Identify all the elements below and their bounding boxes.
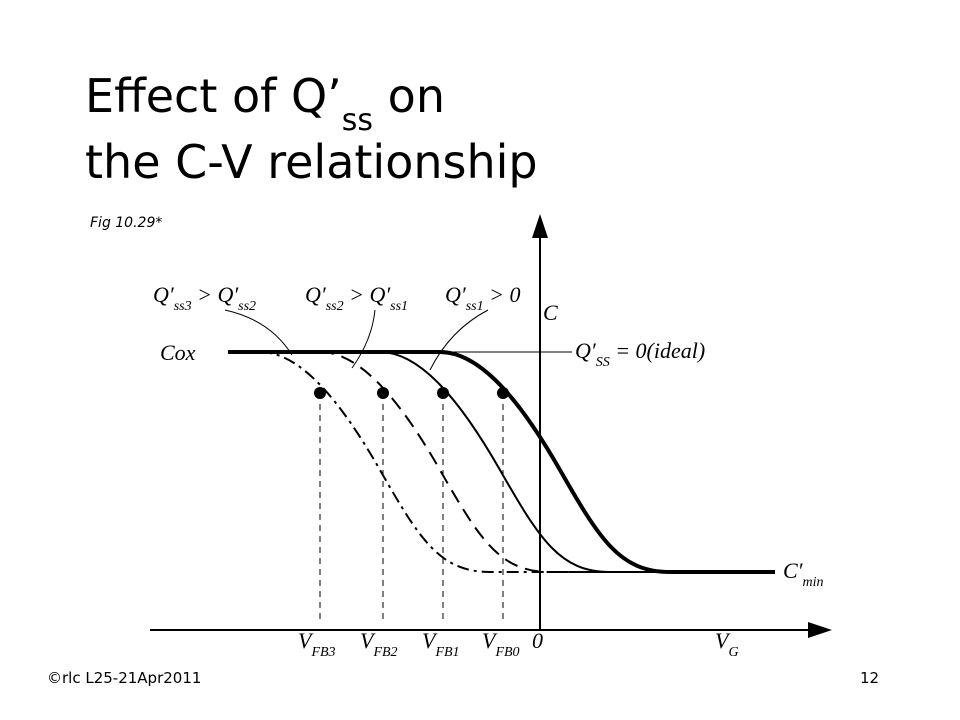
label-vfb1-run: V [422,628,438,653]
label-vg-axis-run: G [728,645,738,660]
page-number: 12 [860,669,879,687]
label-vfb0: VFB0 [482,628,520,660]
leader-q3 [224,309,293,356]
curve-q1 [379,351,700,573]
label-vg-axis-run: V [715,628,731,653]
leader-q2 [351,309,376,369]
label-vfb2-run: FB2 [372,645,397,660]
label-vfb2-run: V [360,628,376,653]
curve-q2 [319,351,650,573]
footer-left: ©rlc L25-21Apr2011 [47,669,201,687]
label-q3-run: ss2 [238,299,256,314]
label-q1-run: Q′ [445,282,467,307]
label-q3-run: > Q′ [192,282,240,307]
label-vfb1: VFB1 [422,628,460,660]
label-q1-run: ss1 [466,299,484,314]
label-ideal: Q′SS = 0(ideal) [575,338,705,370]
leader-q1 [429,309,489,371]
label-cmin-run: C′ [783,558,804,583]
label-q3-run: ss3 [174,299,192,314]
label-c-axis-run: C [543,300,558,325]
label-vfb3-run: FB3 [310,645,335,660]
label-ideal-run: SS [596,355,610,370]
label-zero-run: 0 [532,628,543,653]
label-q2-run: > Q′ [344,282,392,307]
arrow-right [808,622,832,638]
label-c-axis: C [543,300,558,325]
diagram-art [150,214,832,638]
title-line-1-run: Effect of Q’ [85,69,342,123]
title-line-2-run: the C-V relationship [85,135,538,189]
flatband-points [314,387,509,399]
label-q3: Q′ss3 > Q′ss2 [153,282,256,314]
label-ideal-run: Q′ [575,338,597,363]
label-q2-run: Q′ [305,282,327,307]
title-line-1: Effect of Q’ss on [85,69,445,138]
label-vg-axis: VG [715,628,739,660]
figure-ref: Fig 10.29* [90,215,162,231]
label-q2-run: ss2 [326,299,344,314]
label-vfb0-run: FB0 [494,645,519,660]
label-q3-run: Q′ [153,282,175,307]
label-vfb0-run: V [482,628,498,653]
title-line-2: the C-V relationship [85,135,538,189]
label-q2-run: ss1 [390,299,408,314]
label-cmin-run: min [803,575,824,590]
label-q2: Q′ss2 > Q′ss1 [305,282,408,314]
title-line-1-run: ss [342,103,373,138]
drop-lines [319,393,504,622]
label-vfb3: VFB3 [298,628,336,660]
curve-ideal [228,350,775,574]
arrow-up [532,214,548,238]
label-zero: 0 [532,628,543,653]
label-ideal-run: = 0(ideal) [610,338,706,363]
label-vfb3-run: V [298,628,314,653]
label-q1-run: > 0 [484,282,521,307]
label-cox-run: Cox [160,340,196,365]
label-cox: Cox [160,340,196,365]
label-cmin: C′min [783,558,824,590]
curve-q3 [259,351,600,573]
label-vfb1-run: FB1 [434,645,459,660]
label-q1: Q′ss1 > 0 [445,282,520,314]
title-line-1-run: on [373,69,445,123]
label-vfb2: VFB2 [360,628,398,660]
